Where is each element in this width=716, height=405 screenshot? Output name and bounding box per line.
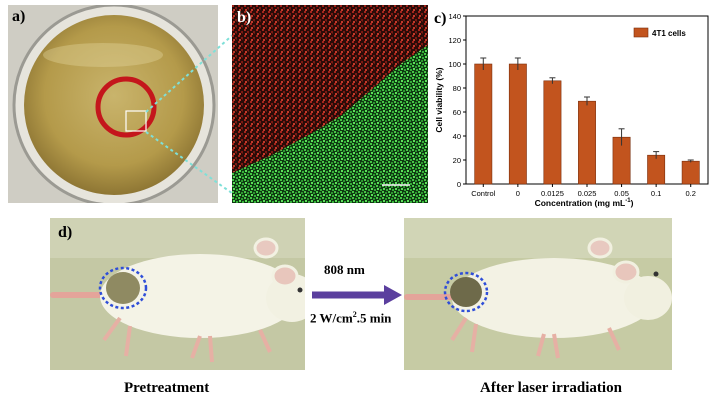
legend: 4T1 cells [633,27,686,38]
bar [578,100,596,185]
tumor-circle [98,266,148,310]
laser-arrow [312,285,402,305]
zoom-box [125,110,147,132]
laser-power-duration: 2 W/cm2.5 min [310,310,392,326]
y-axis-label: Cell viability (%) [434,67,444,132]
caption-pretreatment: Pretreatment [124,380,210,396]
x-tick-label: 0.025 [578,189,597,198]
legend-label: 4T1 cells [652,29,686,38]
x-tick-label: 0.0125 [541,189,564,198]
y-tick-label: 40 [453,132,461,141]
x-tick-label: 0.05 [614,189,629,198]
legend-swatch [633,27,649,38]
mouse-photo-pretreatment [50,218,305,370]
tumor-circle [443,271,489,313]
bar [681,160,700,185]
laser-wavelength: 808 nm [324,262,365,277]
dish-liquid [24,15,204,195]
x-tick-label: Control [471,189,496,198]
panel-a-label: a) [12,8,26,25]
treated-ring [95,76,157,138]
x-tick-label: 0.2 [685,189,695,198]
panel-c-viability-chart: 0 20 40 60 80 100 120 140 Control 0 0.0125 0.025 0.0… [432,0,716,210]
zoom-guide-lines [145,31,237,197]
bar [543,80,562,185]
cell-viability-bar-chart: 0 20 40 60 80 100 120 140 Control 0 0.0125 0.025 0.0… [434,12,709,208]
y-tick-label: 100 [448,60,461,69]
y-tick-label: 80 [453,84,461,93]
x-axis-label: Concentration (mg mL-1) [535,198,634,208]
panel-c-label: c) [434,10,447,27]
x-tick-label: 0 [516,189,520,198]
y-tick-label: 0 [457,180,461,189]
panel-a-petri-dish: a) [8,3,218,207]
bar [508,63,527,185]
y-tick-label: 120 [448,36,461,45]
y-tick-label: 60 [453,108,461,117]
live-dead-stain-image [232,5,428,203]
x-tick-label: 0.1 [651,189,661,198]
caption-after-irradiation: After laser irradiation [480,380,622,396]
mouse-photo-after-irradiation [404,218,672,370]
panel-d-photothermal-mouse: 808 nm 2 W/cm2.5 min d) Pretreatment Aft… [0,212,716,405]
live-cell-region [232,45,428,203]
panel-b-label: b) [237,9,252,26]
bar [474,63,493,185]
petri-dish-photo [8,3,218,207]
y-tick-label: 140 [448,12,461,21]
bar [647,154,666,185]
panel-d-label: d) [58,224,73,241]
panel-b-fluorescence-image: b) [232,5,428,203]
y-tick-label: 20 [453,156,461,165]
